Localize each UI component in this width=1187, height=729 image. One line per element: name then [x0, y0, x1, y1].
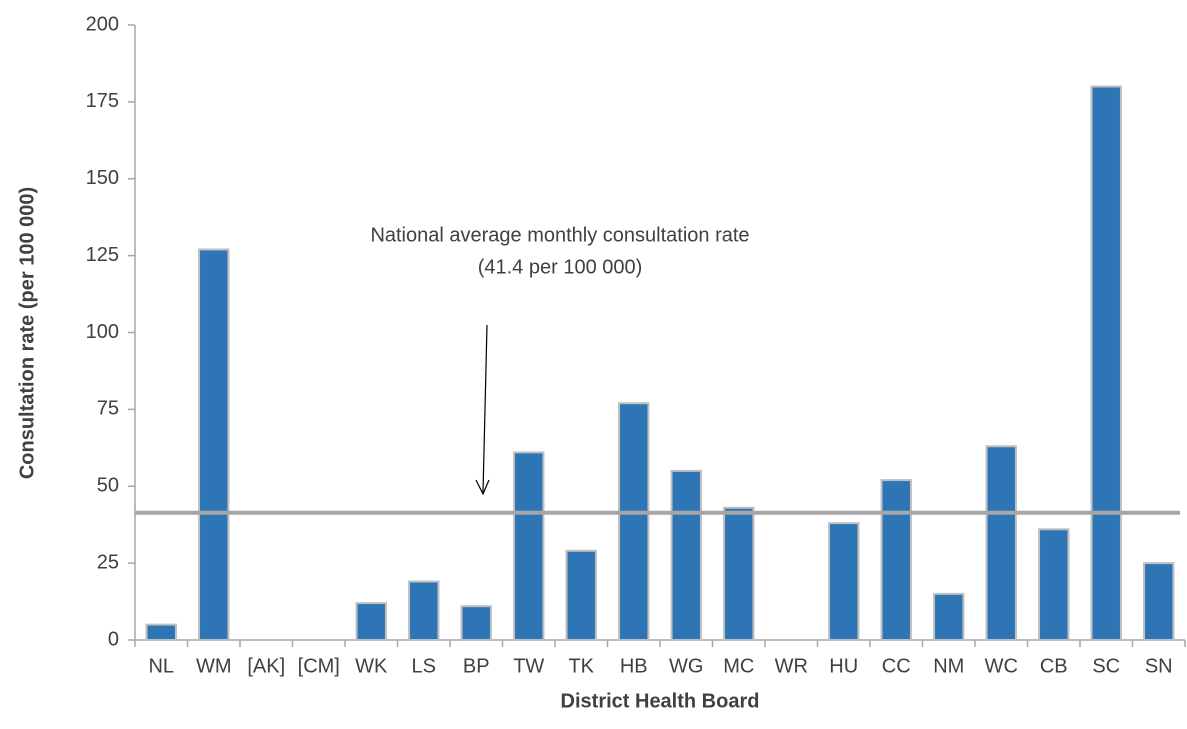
- y-tick-label: 125: [86, 244, 119, 266]
- bar: [1143, 562, 1175, 641]
- x-tick-label: WR: [775, 655, 808, 677]
- bar: [513, 451, 545, 641]
- x-tick-label: [CM]: [298, 655, 340, 677]
- bar: [670, 469, 702, 641]
- y-tick-label: 150: [86, 167, 119, 189]
- x-tick-label: WM: [196, 655, 232, 677]
- x-tick-label: TW: [513, 655, 544, 677]
- bar: [880, 479, 912, 641]
- y-tick-label: 175: [86, 90, 119, 112]
- annotation-arrow: [482, 324, 488, 494]
- y-tick-label: 50: [97, 475, 119, 497]
- x-tick-label: CC: [882, 655, 911, 677]
- x-tick-label: BP: [463, 655, 490, 677]
- x-tick-label: LS: [412, 655, 436, 677]
- bar: [1038, 528, 1070, 641]
- bar: [618, 402, 650, 641]
- x-tick-label: HB: [620, 655, 648, 677]
- x-tick-label: TK: [568, 655, 594, 677]
- bar: [460, 605, 492, 641]
- bar: [565, 549, 597, 642]
- x-tick-label: SN: [1145, 655, 1173, 677]
- annotation: National average monthly consultation ra…: [370, 224, 749, 246]
- x-tick-label: WC: [985, 655, 1018, 677]
- bar: [355, 602, 387, 641]
- bar: [828, 522, 860, 642]
- y-tick-label: 100: [86, 321, 119, 343]
- bar: [723, 506, 755, 641]
- y-tick-label: 0: [108, 628, 119, 650]
- x-tick-label: NM: [933, 655, 964, 677]
- y-tick-label: 200: [86, 13, 119, 35]
- annotation-arrowhead: [475, 479, 490, 496]
- x-tick-label: WG: [669, 655, 703, 677]
- x-tick-label: HU: [829, 655, 858, 677]
- y-tick-label: 75: [97, 398, 119, 420]
- y-axis-title: Consultation rate (per 100 000): [16, 187, 38, 479]
- x-tick-label: SC: [1092, 655, 1120, 677]
- bar: [145, 623, 177, 641]
- bar: [985, 445, 1017, 641]
- bar: [408, 580, 440, 642]
- x-tick-label: NL: [148, 655, 174, 677]
- bar: [1090, 85, 1122, 641]
- bar: [198, 248, 230, 641]
- x-tick-label: MC: [723, 655, 754, 677]
- x-axis-title: District Health Board: [561, 690, 760, 712]
- annotation: (41.4 per 100 000): [478, 256, 643, 278]
- bar: [933, 592, 965, 641]
- x-tick-label: CB: [1040, 655, 1068, 677]
- y-tick-label: 25: [97, 551, 119, 573]
- x-tick-label: [AK]: [247, 655, 285, 677]
- x-tick-label: WK: [355, 655, 388, 677]
